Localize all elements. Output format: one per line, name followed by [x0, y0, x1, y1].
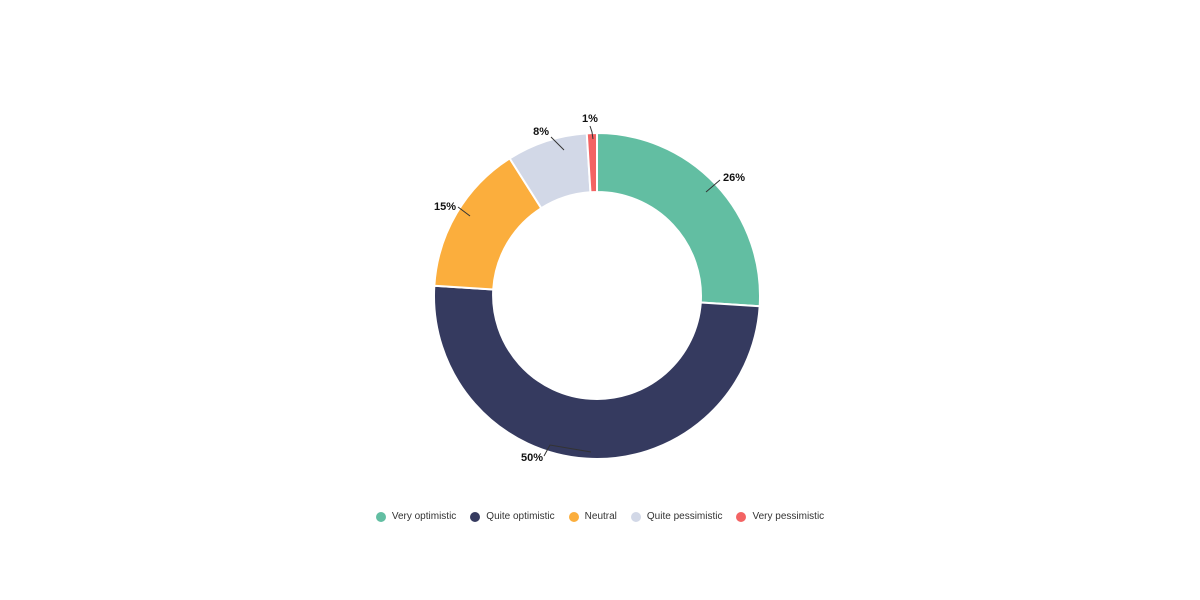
donut-slices — [432, 131, 762, 460]
data-label-very-optimistic: 26% — [723, 172, 745, 184]
legend-label: Very pessimistic — [752, 511, 825, 522]
legend-item-neutral[interactable]: Neutral — [568, 510, 617, 524]
legend-marker-icon — [375, 512, 386, 522]
slice-quite-optimistic[interactable] — [432, 284, 761, 460]
legend-label: Neutral — [584, 511, 617, 522]
legend-label: Very optimistic — [391, 511, 457, 522]
legend-marker-icon — [736, 512, 747, 522]
legend-item-quite-optimistic[interactable]: Quite optimistic — [470, 510, 555, 524]
legend-item-very-optimistic[interactable]: Very optimistic — [375, 510, 457, 524]
data-label-very-pessimistic: 1% — [582, 113, 598, 125]
legend-marker-icon — [568, 512, 579, 522]
legend-label: Quite optimistic — [486, 511, 555, 522]
data-label-connector-neutral — [457, 206, 471, 217]
legend-marker-icon — [470, 512, 481, 522]
data-label-connector-very-pessimistic — [589, 125, 594, 140]
data-labels: 26% 50% 15% 8% 1% — [434, 113, 745, 464]
slice-very-optimistic[interactable] — [596, 132, 762, 308]
chart-legend: Very optimistic Quite optimistic Neutral Qu… — [0, 510, 1200, 524]
slice-very-pessimistic[interactable] — [585, 131, 598, 194]
legend-marker-icon — [630, 512, 641, 522]
data-label-quite-pessimistic: 8% — [533, 126, 549, 138]
data-label-connector-quite-pessimistic — [550, 136, 565, 151]
legend-item-quite-pessimistic[interactable]: Quite pessimistic — [630, 510, 723, 524]
data-label-connectors — [457, 125, 721, 457]
data-label-quite-optimistic: 50% — [521, 452, 543, 464]
data-label-connector-very-optimistic — [705, 179, 721, 193]
legend-label: Quite pessimistic — [646, 511, 723, 522]
data-label-neutral: 15% — [434, 201, 456, 213]
legend-item-very-pessimistic[interactable]: Very pessimistic — [736, 510, 824, 524]
data-label-connector-quite-optimistic — [543, 444, 592, 457]
